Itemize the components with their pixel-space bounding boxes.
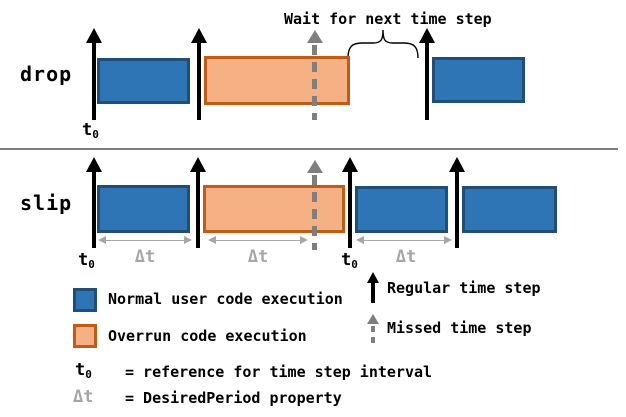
regular-time-step-arrow [190, 157, 206, 248]
t0-label: t0 [78, 250, 95, 271]
overrun-legend-swatch [73, 324, 97, 348]
regular-time-step-icon [367, 272, 379, 303]
missed-time-step-arrow [307, 30, 323, 120]
normal-legend-swatch [73, 288, 97, 312]
span-line [210, 240, 306, 241]
regular-time-step-arrow [419, 28, 435, 120]
arrow-shaft [348, 170, 352, 248]
normal-execution-block [462, 186, 557, 233]
arrow-head [86, 157, 102, 172]
overrun-execution-block [203, 185, 345, 233]
delta-t-label: Δt [134, 247, 156, 267]
slip-row-label: slip [20, 191, 73, 215]
arrow-head-right [184, 236, 192, 244]
arrow-shaft [455, 170, 459, 248]
arrow-shaft [371, 281, 375, 303]
row-divider [0, 148, 618, 150]
regular-step-legend-label: Regular time step [387, 279, 541, 297]
arrow-head [367, 314, 379, 324]
arrow-head [307, 160, 323, 173]
t0-main: t [78, 250, 89, 270]
regular-time-step-arrow [191, 28, 207, 120]
t0-definition: = reference for time step interval [125, 363, 433, 381]
delta-t-span-arrow [98, 236, 192, 245]
missed-time-step-arrow [307, 160, 323, 250]
overrun-legend-label: Overrun code execution [108, 327, 307, 345]
arrow-shaft [92, 170, 96, 248]
arrow-shaft [312, 45, 317, 120]
delta-t-span-arrow [208, 236, 308, 245]
t0-main: t [341, 250, 352, 270]
missed-step-legend-label: Missed time step [387, 319, 532, 337]
normal-legend-label: Normal user code execution [108, 290, 343, 308]
arrow-shaft [425, 41, 429, 120]
arrow-shaft [312, 175, 317, 250]
arrow-head [419, 28, 435, 43]
arrow-head [367, 272, 379, 283]
normal-execution-block [97, 58, 190, 104]
arrow-head-right [444, 236, 452, 244]
delta-t-symbol: Δt [73, 387, 94, 407]
t0-symbol: t0 [75, 360, 92, 381]
delta-t-label: Δt [247, 247, 269, 267]
t0-sub: 0 [92, 128, 99, 141]
missed-time-step-icon [367, 314, 379, 347]
t0-sub: 0 [85, 368, 92, 381]
span-line [100, 240, 190, 241]
arrow-head [191, 28, 207, 43]
overrun-execution-block [204, 56, 350, 105]
t0-main: t [82, 120, 93, 140]
delta-t-label: Δt [395, 247, 417, 267]
t0-sub: 0 [351, 258, 358, 271]
arrow-shaft [92, 41, 96, 120]
wait-for-next-step-label: Wait for next time step [284, 10, 492, 28]
arrow-shaft [196, 170, 200, 248]
normal-execution-block [355, 186, 448, 233]
arrow-head-right [300, 236, 308, 244]
regular-time-step-arrow [86, 157, 102, 248]
arrow-head [342, 157, 358, 172]
brace-icon [347, 29, 419, 59]
arrow-head [190, 157, 206, 172]
t0-sub: 0 [88, 258, 95, 271]
t0-label: t0 [82, 120, 99, 141]
arrow-shaft [371, 326, 375, 347]
normal-execution-block [97, 185, 190, 233]
arrow-head [307, 30, 323, 43]
regular-time-step-arrow [449, 157, 465, 248]
delta-t-span-arrow [356, 236, 452, 245]
arrow-head [86, 28, 102, 43]
t0-label: t0 [341, 250, 358, 271]
arrow-shaft [197, 41, 201, 120]
dt-definition: = DesiredPeriod property [125, 389, 342, 407]
drop-row-label: drop [20, 62, 73, 86]
regular-time-step-arrow [86, 28, 102, 120]
arrow-head [449, 157, 465, 172]
t0-main: t [75, 360, 86, 380]
span-line [358, 240, 450, 241]
normal-execution-block [432, 57, 525, 103]
regular-time-step-arrow [342, 157, 358, 248]
